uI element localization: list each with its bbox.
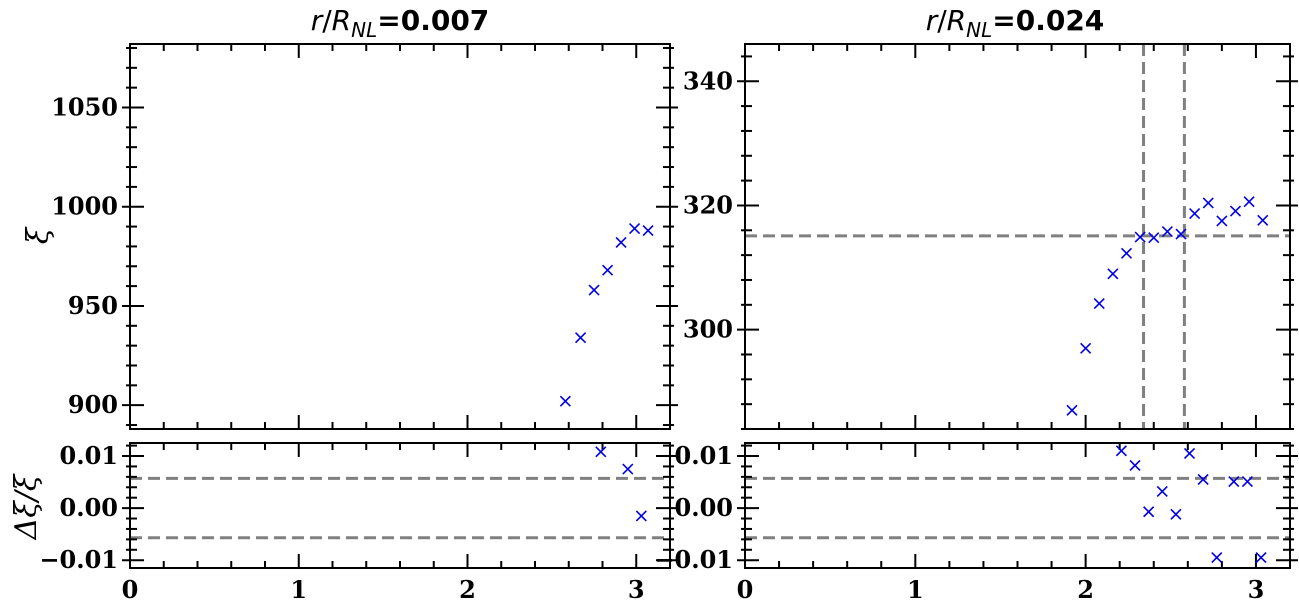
data-point: [588, 284, 600, 296]
data-point: [1243, 196, 1255, 208]
y-tick-label: 1050: [51, 93, 118, 122]
y-tick-label: 900: [68, 390, 118, 419]
title-left-R: R: [332, 4, 351, 37]
ylabel-bottom: Δξ/ξ: [9, 473, 44, 540]
data-point: [1093, 297, 1105, 310]
panel-top-left: 900 950 1000 1050: [51, 43, 678, 430]
data-point: [1202, 197, 1214, 209]
axes-frame: [744, 442, 1291, 569]
title-right-R: R: [947, 4, 966, 37]
data-point: [559, 395, 571, 407]
title-left-slash: /: [322, 4, 332, 37]
data-point: [1175, 228, 1187, 240]
data-point: [1229, 205, 1242, 217]
title-right-slash: /: [937, 4, 947, 37]
x-tick-label: 1: [290, 575, 307, 604]
data-point: [1115, 445, 1127, 457]
title-left-eq: =0.007: [377, 4, 489, 37]
data-point: [1241, 475, 1253, 488]
data-point: [622, 463, 634, 475]
data-point: [1228, 475, 1240, 488]
title-right-sub: NL: [966, 18, 992, 42]
data-point: [635, 510, 647, 522]
panel-top-right: 300 320 340: [683, 43, 1298, 430]
x-tick-label: 3: [628, 575, 645, 604]
data-point: [1216, 215, 1228, 227]
data-point: [628, 222, 641, 235]
data-point: [1189, 207, 1201, 220]
data-point: [1170, 508, 1182, 520]
data-point: [1211, 552, 1223, 564]
data-point: [1066, 404, 1078, 416]
x-tick-label: 2: [1077, 575, 1094, 604]
data-point: [595, 446, 607, 458]
data-point: [615, 236, 627, 249]
data-point: [1197, 473, 1209, 486]
data-point: [1257, 214, 1269, 226]
data-point: [1080, 342, 1092, 354]
y-tick-label: 300: [683, 315, 733, 344]
data-point: [1156, 485, 1168, 498]
title-right-eq: =0.024: [992, 4, 1104, 37]
data-point: [1120, 247, 1133, 259]
axes-frame: [129, 43, 671, 430]
y-tick-label: −0.01: [39, 545, 118, 574]
y-tick-label: 1000: [51, 192, 118, 221]
x-tick-label: 0: [737, 575, 754, 604]
panel-bottom-right: −0.01 0.00 0.01 0 1 2 3: [654, 441, 1298, 604]
data-point: [1107, 268, 1119, 280]
data-point: [574, 332, 587, 344]
data-point: [1143, 506, 1155, 518]
y-tick-label: 0.00: [60, 493, 118, 522]
x-tick-label: 3: [1248, 575, 1265, 604]
data-point: [1148, 232, 1160, 244]
y-tick-label: 340: [683, 66, 733, 95]
title-right-r: r: [926, 4, 939, 37]
x-tick-label: 0: [122, 575, 139, 604]
data-point: [1255, 552, 1267, 564]
data-point: [1129, 459, 1141, 471]
data-point: [601, 264, 614, 276]
data-point: [642, 224, 654, 237]
y-tick-label: 0.00: [675, 493, 733, 522]
x-tick-label: 1: [907, 575, 924, 604]
panel-bottom-left: −0.01 0.00 0.01 0 1 2 3: [39, 441, 678, 604]
title-left: r/RNL=0.007: [311, 4, 490, 42]
axes-frame: [129, 442, 671, 569]
title-left-r: r: [311, 4, 324, 37]
title-right: r/RNL=0.024: [926, 4, 1105, 42]
y-tick-label: 0.01: [60, 441, 118, 470]
x-tick-label: 2: [459, 575, 476, 604]
y-tick-label: 950: [68, 291, 118, 320]
data-point: [1134, 231, 1146, 243]
ylabel-top: ξ: [21, 226, 56, 244]
axes-frame: [744, 43, 1291, 430]
y-tick-label: −0.01: [654, 545, 733, 574]
data-point: [1183, 447, 1196, 459]
y-tick-label: 320: [683, 190, 733, 219]
data-point: [1161, 225, 1173, 238]
title-left-sub: NL: [351, 18, 377, 42]
y-tick-label: 0.01: [675, 441, 733, 470]
